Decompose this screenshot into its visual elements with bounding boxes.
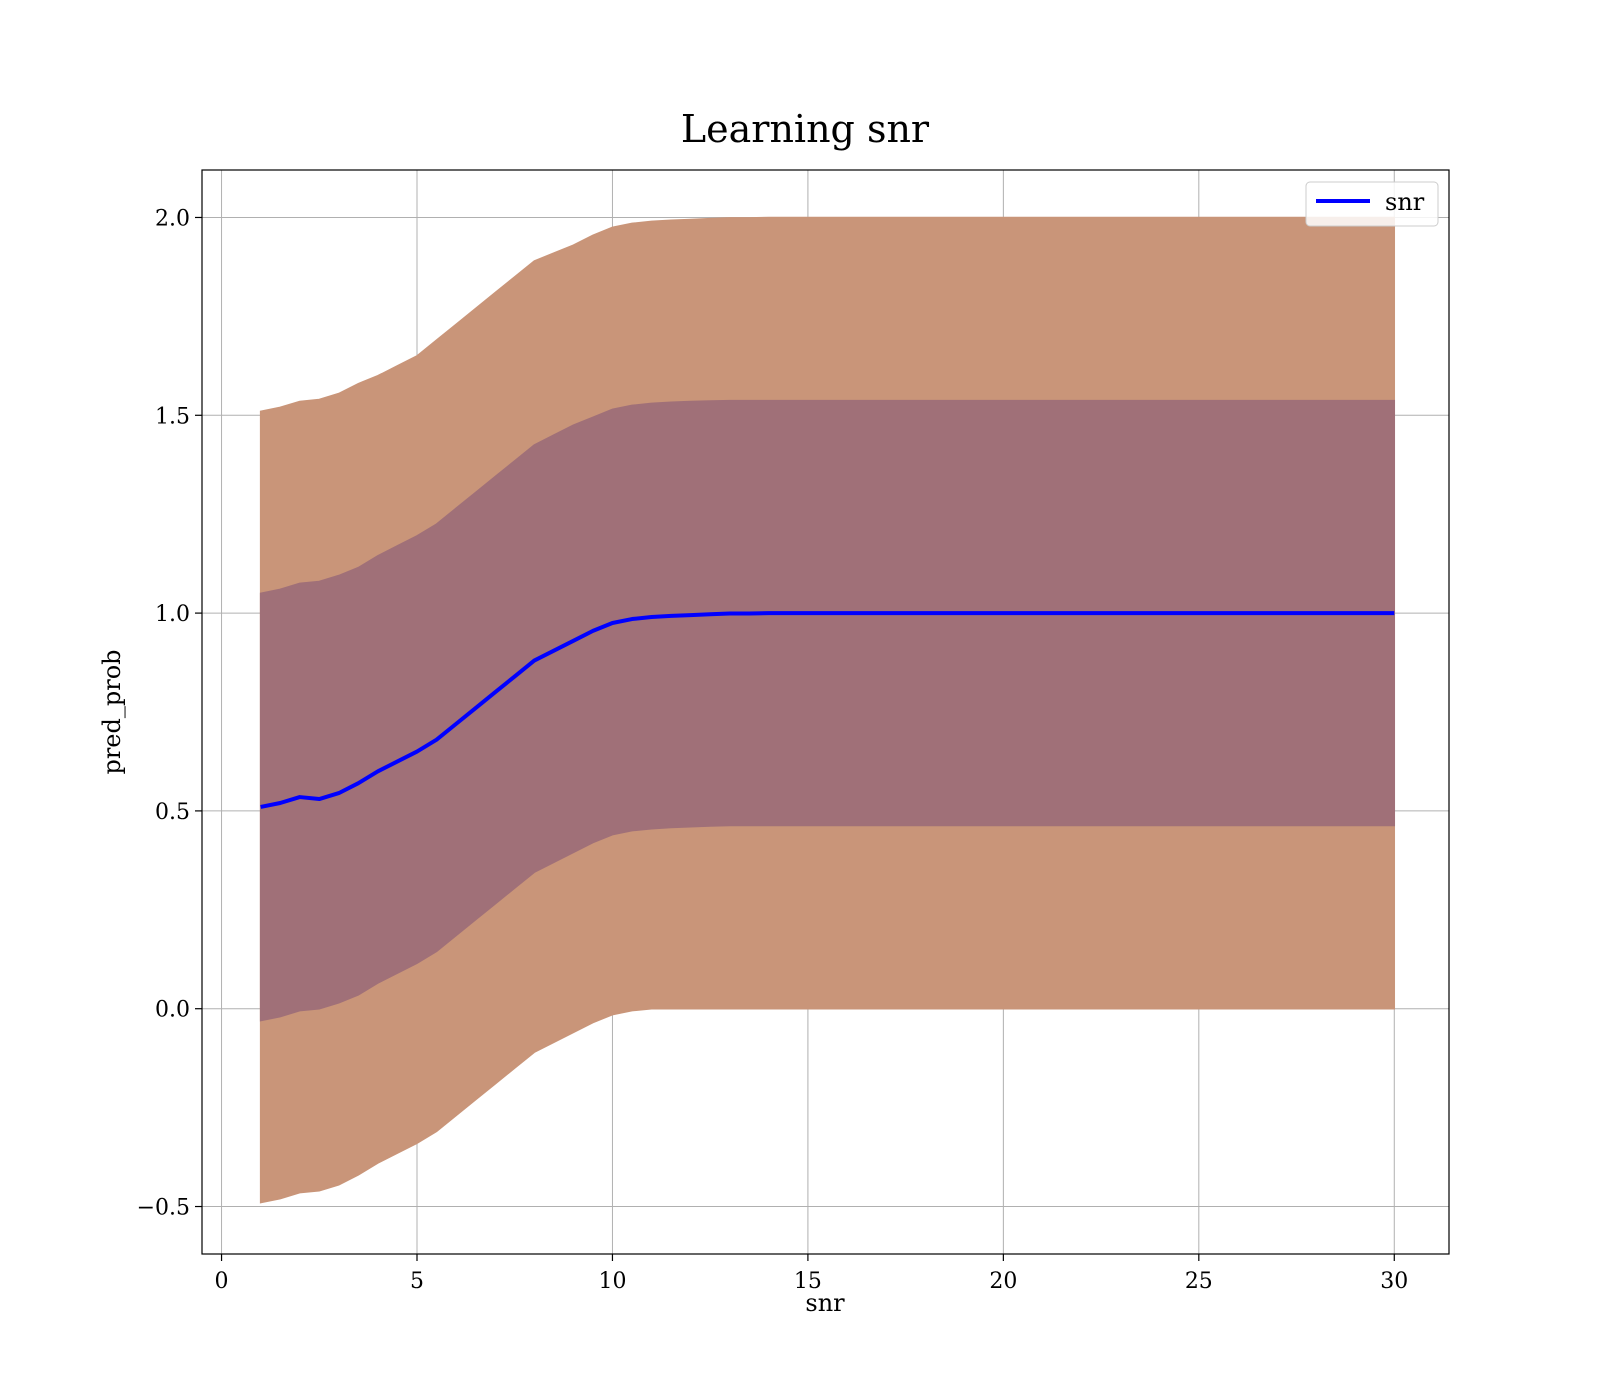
x-axis-label: snr bbox=[805, 1289, 845, 1317]
x-tick-label-1: 5 bbox=[410, 1269, 424, 1294]
legend-label-snr: snr bbox=[1385, 188, 1425, 216]
x-tick-label-6: 30 bbox=[1380, 1269, 1408, 1294]
plot-frame bbox=[201, 169, 1450, 1255]
x-tick-label-3: 15 bbox=[794, 1269, 822, 1294]
x-tick-label-2: 10 bbox=[598, 1269, 626, 1294]
y-tick-label-4: 1.5 bbox=[155, 404, 190, 429]
y-tick-label-3: 1.0 bbox=[155, 602, 190, 627]
x-tick-label-4: 20 bbox=[989, 1269, 1017, 1294]
y-tick-label-1: 0.0 bbox=[155, 998, 190, 1023]
x-tick-label-5: 25 bbox=[1185, 1269, 1213, 1294]
data-series bbox=[260, 611, 1395, 809]
x-tick-label-0: 0 bbox=[215, 1269, 229, 1294]
legend-box bbox=[1305, 181, 1439, 227]
y-tick-label-2: 0.5 bbox=[155, 800, 190, 825]
confidence-bands bbox=[259, 216, 1396, 1204]
y-tick-label-0: −0.5 bbox=[137, 1196, 190, 1221]
y-axis-ticks: −0.5 0.0 0.5 1.0 1.5 2.0 bbox=[137, 206, 202, 1221]
x-axis-ticks: 0 5 10 15 20 25 30 bbox=[215, 1254, 1408, 1294]
series-line-0 bbox=[260, 611, 1395, 809]
legend: snr bbox=[1305, 181, 1439, 227]
band-1 bbox=[259, 399, 1396, 1022]
chart-title: Learning snr bbox=[681, 107, 930, 151]
y-tick-label-5: 2.0 bbox=[155, 206, 190, 231]
y-axis-label: pred_prob bbox=[98, 649, 126, 774]
